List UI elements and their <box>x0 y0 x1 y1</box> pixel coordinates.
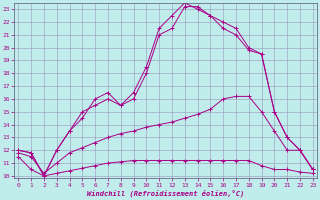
X-axis label: Windchill (Refroidissement éolien,°C): Windchill (Refroidissement éolien,°C) <box>87 190 244 197</box>
